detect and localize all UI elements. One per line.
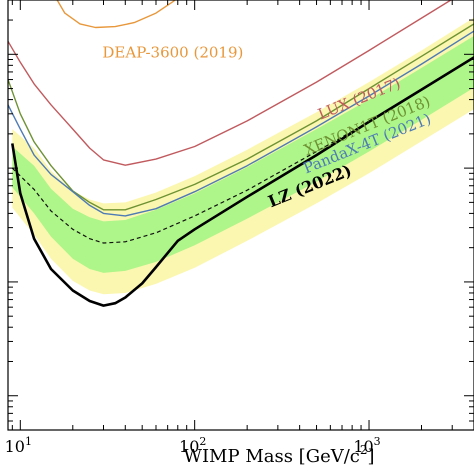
curve-deap-3600-2019 (56, 0, 177, 29)
x-tick-label: 103 (353, 435, 380, 456)
axis-ticks (8, 0, 474, 431)
curve-xenon1t-2018 (8, 23, 474, 211)
curve-pandax-4t-2021 (8, 30, 474, 217)
limit-curves (8, 0, 474, 307)
x-tick-labels: 101 102 103 (5, 435, 381, 456)
label-deap-3600-2019: DEAP-3600 (2019) (102, 43, 243, 61)
sensitivity-bands (12, 17, 474, 295)
x-axis-label: WIMP Mass [GeV/c2] (183, 443, 374, 467)
curve-lux-2017 (8, 0, 453, 166)
plot-frame (7, 0, 474, 431)
curve-lz-2022 (11, 56, 474, 307)
x-tick-label: 102 (179, 435, 206, 456)
curve-lz-expected-sensitivity (11, 56, 474, 244)
x-tick-label: 101 (5, 435, 32, 456)
